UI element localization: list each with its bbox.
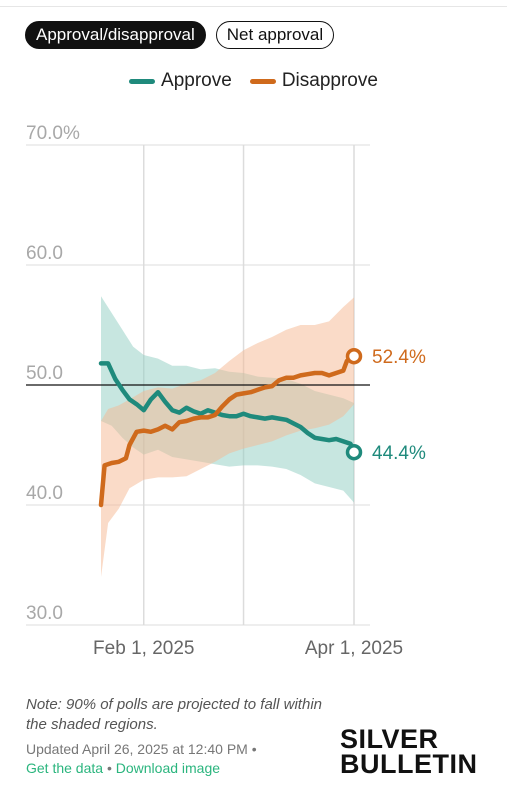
y-tick-label: 60.0 [26, 243, 63, 264]
y-tick-label: 50.0 [26, 363, 63, 384]
download-image-link[interactable]: Download image [115, 760, 221, 776]
series-line-disapprove [98, 353, 357, 508]
top-divider [0, 6, 507, 7]
end-marker-disapprove [345, 347, 363, 365]
series-line-approve [98, 361, 357, 455]
footnote: Note: 90% of polls are projected to fall… [26, 696, 322, 733]
y-tick-label: 30.0 [26, 603, 63, 624]
legend-approve-swatch [129, 78, 156, 84]
y-tick-label: 40.0 [26, 483, 63, 504]
logo-line-2: BULLETIN [340, 749, 478, 779]
confidence-band-disapprove [101, 297, 354, 577]
legend-disapprove-swatch [249, 78, 276, 84]
chart-legend: Approve Disapprove [0, 70, 507, 92]
updated-timestamp: Updated April 26, 2025 at 12:40 PM • [26, 741, 257, 757]
x-tick-label: Feb 1, 2025 [93, 638, 194, 659]
end-label-disapprove: 52.4% [372, 347, 426, 368]
footer-links: Get the data • Download image [26, 760, 220, 776]
get-data-link[interactable]: Get the data [26, 760, 104, 776]
legend-disapprove: Disapprove [249, 70, 378, 92]
legend-approve: Approve [129, 70, 232, 92]
link-separator: • [106, 760, 112, 776]
view-toggle: Approval/disapproval Net approval [25, 21, 335, 49]
end-marker-approve [345, 443, 363, 461]
tab-approval-disapproval[interactable]: Approval/disapproval [25, 21, 206, 49]
logo-line-1: SILVER [340, 724, 439, 754]
silver-bulletin-logo: SILVER BULLETIN [340, 724, 478, 779]
tab-net-approval[interactable]: Net approval [215, 21, 335, 49]
x-tick-label: Apr 1, 2025 [305, 638, 403, 659]
legend-approve-label: Approve [161, 70, 232, 91]
y-tick-label: 70.0% [26, 123, 80, 144]
legend-disapprove-label: Disapprove [281, 70, 378, 91]
end-label-approve: 44.4% [372, 443, 426, 464]
approval-chart: 70.0% 60.0 50.0 40.0 30.0 Feb 1, 2025 Apr 1, 2… [26, 123, 426, 659]
